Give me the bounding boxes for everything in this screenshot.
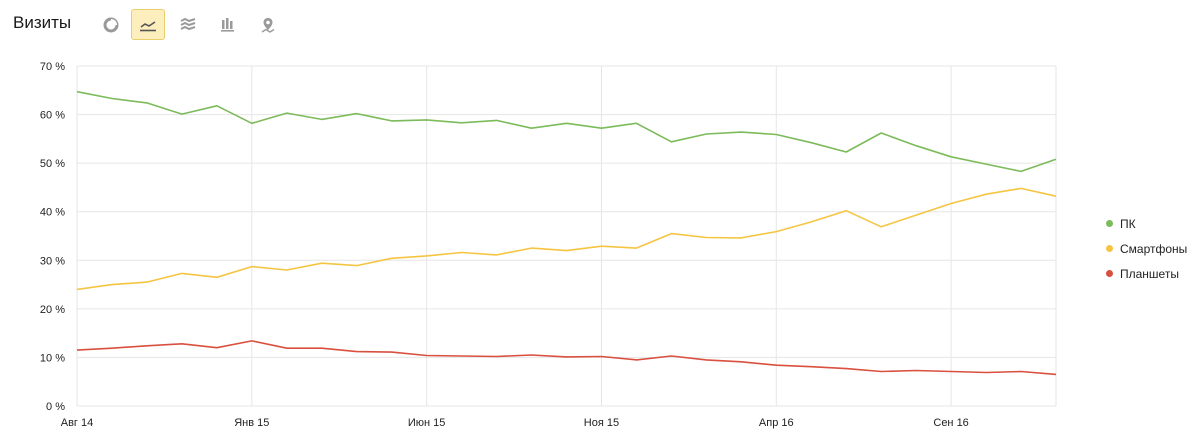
bar-chart-icon <box>221 17 234 32</box>
map-pin-icon <box>261 17 275 33</box>
y-tick-label: 30 % <box>40 255 65 267</box>
x-tick-label: Авг 14 <box>61 417 93 429</box>
legend-dot-icon <box>1106 245 1113 252</box>
stacked-area-icon <box>180 17 196 30</box>
bar-chart-button[interactable] <box>211 9 245 40</box>
y-tick-label: 20 % <box>40 304 65 316</box>
x-tick-label: Янв 15 <box>234 417 269 429</box>
x-tick-label: Июн 15 <box>408 417 446 429</box>
series-line-Планшеты[interactable] <box>76 340 1057 376</box>
x-tick-label: Ноя 15 <box>584 417 619 429</box>
y-tick-label: 40 % <box>40 207 65 219</box>
y-tick-label: 50 % <box>40 158 65 170</box>
pie-chart-icon <box>103 17 119 32</box>
series-line-Смартфоны[interactable] <box>76 187 1057 291</box>
legend-label: ПК <box>1120 217 1136 231</box>
x-tick-label: Сен 16 <box>933 417 968 429</box>
legend-label: Планшеты <box>1120 267 1179 281</box>
x-tick-label: Апр 16 <box>759 417 794 429</box>
line-chart-button[interactable] <box>131 9 165 40</box>
page-title: Визиты <box>13 13 72 32</box>
y-tick-label: 0 % <box>46 401 65 413</box>
y-tick-label: 10 % <box>40 352 65 364</box>
y-tick-label: 70 % <box>40 61 65 73</box>
map-button[interactable] <box>251 9 285 40</box>
legend-label: Смартфоны <box>1120 242 1188 256</box>
series-line-ПК[interactable] <box>76 90 1057 173</box>
y-tick-label: 60 % <box>40 110 65 122</box>
pie-chart-button[interactable] <box>94 9 128 40</box>
line-chart-icon <box>140 20 156 31</box>
legend-dot-icon <box>1106 270 1113 277</box>
area-chart-button[interactable] <box>171 9 205 40</box>
legend-dot-icon <box>1106 220 1113 227</box>
